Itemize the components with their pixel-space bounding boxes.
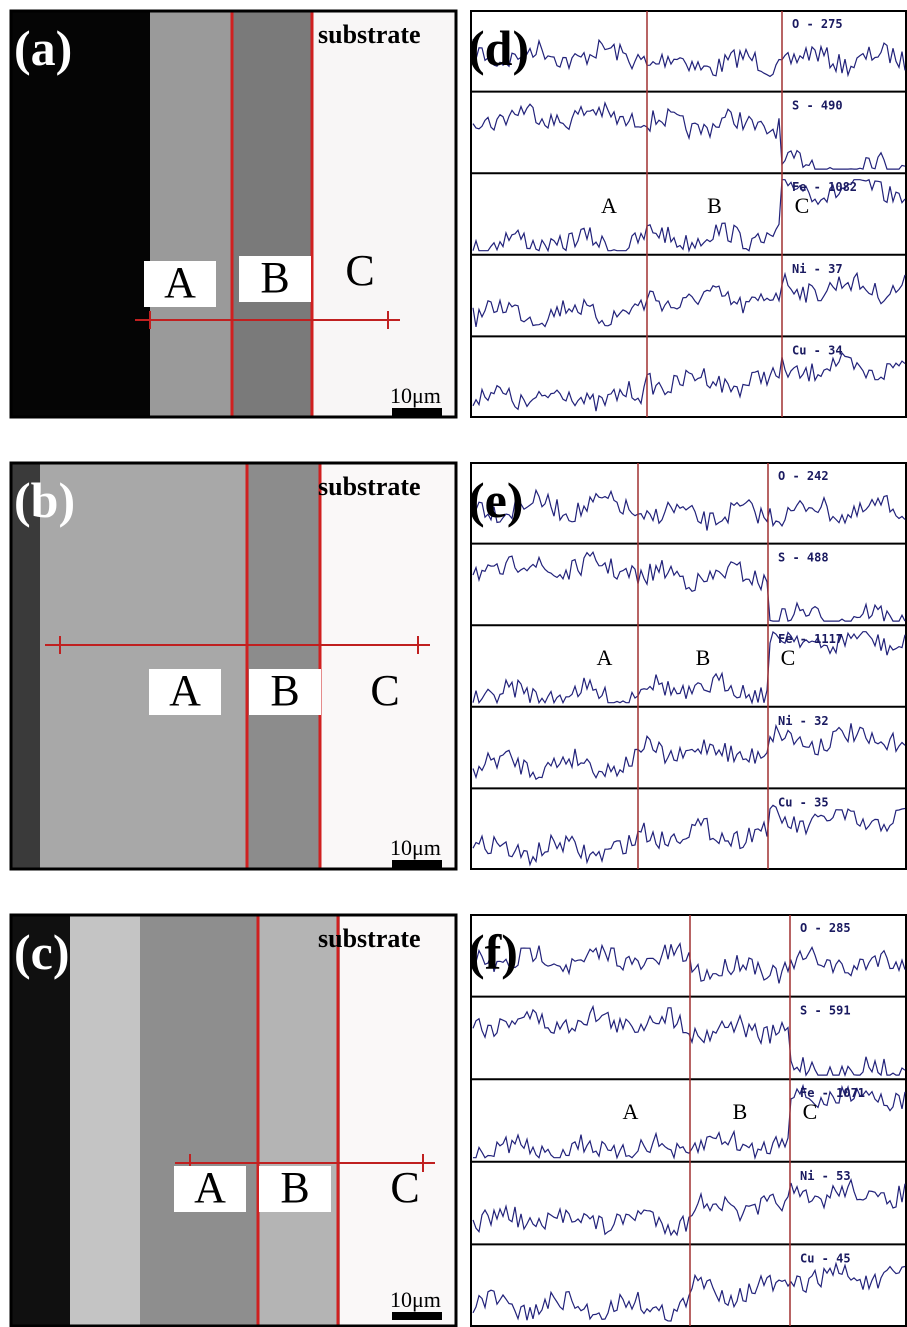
zone-box: [239, 256, 311, 302]
scale-label: 10μm: [390, 1287, 441, 1312]
element-label: Fe - 1082: [792, 180, 857, 194]
panel-label: (f): [468, 924, 518, 980]
image-layer: [312, 10, 457, 418]
zone-label: C: [803, 1099, 818, 1124]
scan-trace: [472, 630, 906, 705]
zone-label: A: [601, 193, 617, 218]
scan-trace: [472, 38, 906, 78]
zone-box: [259, 1166, 331, 1212]
element-label: Ni - 32: [778, 714, 829, 728]
substrate-label: substrate: [318, 20, 421, 49]
zone-label: B: [260, 253, 289, 302]
element-label: O - 285: [800, 921, 851, 935]
zone-label: C: [370, 666, 399, 715]
zone-label: B: [733, 1099, 748, 1124]
scan-trace: [472, 1004, 906, 1077]
image-layer: [150, 10, 232, 418]
image-layer: [320, 462, 457, 870]
image-layer: [10, 914, 70, 1327]
zone-label: C: [781, 645, 796, 670]
zone-label: B: [707, 193, 722, 218]
scan-trace: [472, 271, 906, 328]
element-label: Cu - 34: [792, 343, 843, 357]
scan-trace: [472, 804, 906, 867]
scale-bar: [392, 860, 442, 868]
scale-label: 10μm: [390, 835, 441, 860]
element-label: Ni - 37: [792, 262, 843, 276]
panel-label: (c): [14, 924, 70, 980]
zone-box: [149, 669, 221, 715]
panel-label: (e): [468, 472, 524, 528]
image-layer: [140, 914, 258, 1327]
element-label: Cu - 45: [800, 1251, 851, 1265]
scale-bar: [392, 408, 442, 416]
zone-label: C: [345, 246, 374, 295]
scan-trace: [473, 1083, 906, 1160]
image-layer: [232, 10, 312, 418]
scan-trace: [472, 178, 906, 253]
scan-border: [470, 462, 907, 870]
scale-label: 10μm: [390, 383, 441, 408]
element-label: O - 275: [792, 17, 843, 31]
scan-trace: [472, 550, 906, 622]
scan-trace: [472, 1177, 906, 1237]
zone-label: C: [390, 1163, 419, 1212]
image-layer: [258, 914, 340, 1327]
element-label: Fe - 1117: [778, 632, 843, 646]
element-label: O - 242: [778, 469, 829, 483]
panel-border: [9, 9, 458, 419]
zone-label: A: [597, 645, 613, 670]
substrate-label: substrate: [318, 924, 421, 953]
zone-label: B: [280, 1163, 309, 1212]
zone-label: A: [623, 1099, 639, 1124]
substrate-label: substrate: [318, 472, 421, 501]
zone-label: A: [164, 258, 196, 307]
element-label: S - 591: [800, 1004, 851, 1018]
zone-label: B: [270, 666, 299, 715]
scan-trace: [472, 101, 906, 170]
zone-label: C: [795, 193, 810, 218]
zone-box: [174, 1166, 246, 1212]
scale-bar: [392, 1312, 442, 1320]
zone-box: [144, 261, 216, 307]
image-layer: [40, 462, 247, 870]
element-label: Ni - 53: [800, 1169, 851, 1183]
zone-label: A: [194, 1163, 226, 1212]
scan-trace: [472, 351, 906, 412]
panel-border: [9, 461, 458, 871]
element-label: Fe - 1071: [800, 1086, 865, 1100]
panel-label: (a): [14, 20, 72, 76]
panel-label: (d): [468, 20, 529, 76]
zone-label: B: [696, 645, 711, 670]
image-layer: [10, 462, 40, 870]
zone-box: [249, 669, 321, 715]
scan-border: [470, 914, 907, 1327]
element-label: Cu - 35: [778, 795, 829, 809]
scan-trace: [472, 723, 906, 781]
scan-trace: [472, 942, 906, 984]
element-label: S - 490: [792, 99, 843, 113]
scan-border: [470, 10, 907, 418]
panel-label: (b): [14, 472, 75, 528]
image-layer: [340, 914, 457, 1327]
image-layer: [10, 10, 150, 418]
image-layer: [70, 914, 140, 1327]
scan-trace: [472, 488, 906, 531]
image-layer: [247, 462, 320, 870]
element-label: S - 488: [778, 551, 829, 565]
scan-trace: [472, 1261, 906, 1322]
zone-label: A: [169, 666, 201, 715]
panel-border: [9, 913, 458, 1327]
